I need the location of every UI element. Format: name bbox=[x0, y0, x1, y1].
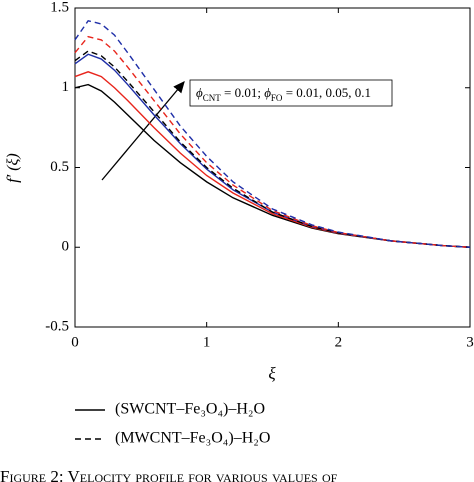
arrow bbox=[101, 81, 185, 181]
y-tick-label: 0.5 bbox=[50, 159, 69, 175]
legend-label: (SWCNT–Fe₃O₄)–H₂O bbox=[115, 401, 265, 418]
y-tick-label: 0 bbox=[62, 239, 70, 255]
series-line bbox=[74, 50, 471, 248]
annotation-part: = 0.01; bbox=[221, 85, 264, 100]
x-tick-label: 0 bbox=[71, 334, 79, 350]
annotation-part: FO bbox=[271, 93, 283, 103]
y-tick-label: 1.5 bbox=[50, 0, 69, 15]
plot-frame bbox=[74, 7, 471, 328]
series-line bbox=[74, 19, 471, 248]
annotation-part: ϕ bbox=[264, 85, 271, 100]
series-line bbox=[74, 83, 471, 248]
series-line bbox=[74, 35, 471, 248]
annotation: ϕCNT = 0.01; ϕFO = 0.01, 0.05, 0.1 bbox=[196, 85, 371, 103]
y-axis-label: f′ (ξ) bbox=[5, 153, 22, 182]
x-tick-label: 2 bbox=[335, 334, 343, 350]
x-axis-label: ξ bbox=[268, 364, 276, 383]
annotation-part: CNT bbox=[203, 93, 222, 103]
y-tick-label: -0.5 bbox=[45, 318, 69, 334]
x-tick-label: 1 bbox=[203, 334, 211, 350]
caption: Figure 2: Velocity profile for various v… bbox=[0, 467, 338, 482]
annotation-box bbox=[189, 79, 393, 107]
x-tick-label: 3 bbox=[466, 334, 474, 350]
legend-label: (MWCNT–Fe₃O₄)–H₂O bbox=[115, 430, 270, 447]
annotation-part: ϕ bbox=[196, 85, 203, 100]
annotation-part: = 0.01, 0.05, 0.1 bbox=[282, 85, 371, 100]
y-tick-label: 1 bbox=[62, 79, 70, 95]
